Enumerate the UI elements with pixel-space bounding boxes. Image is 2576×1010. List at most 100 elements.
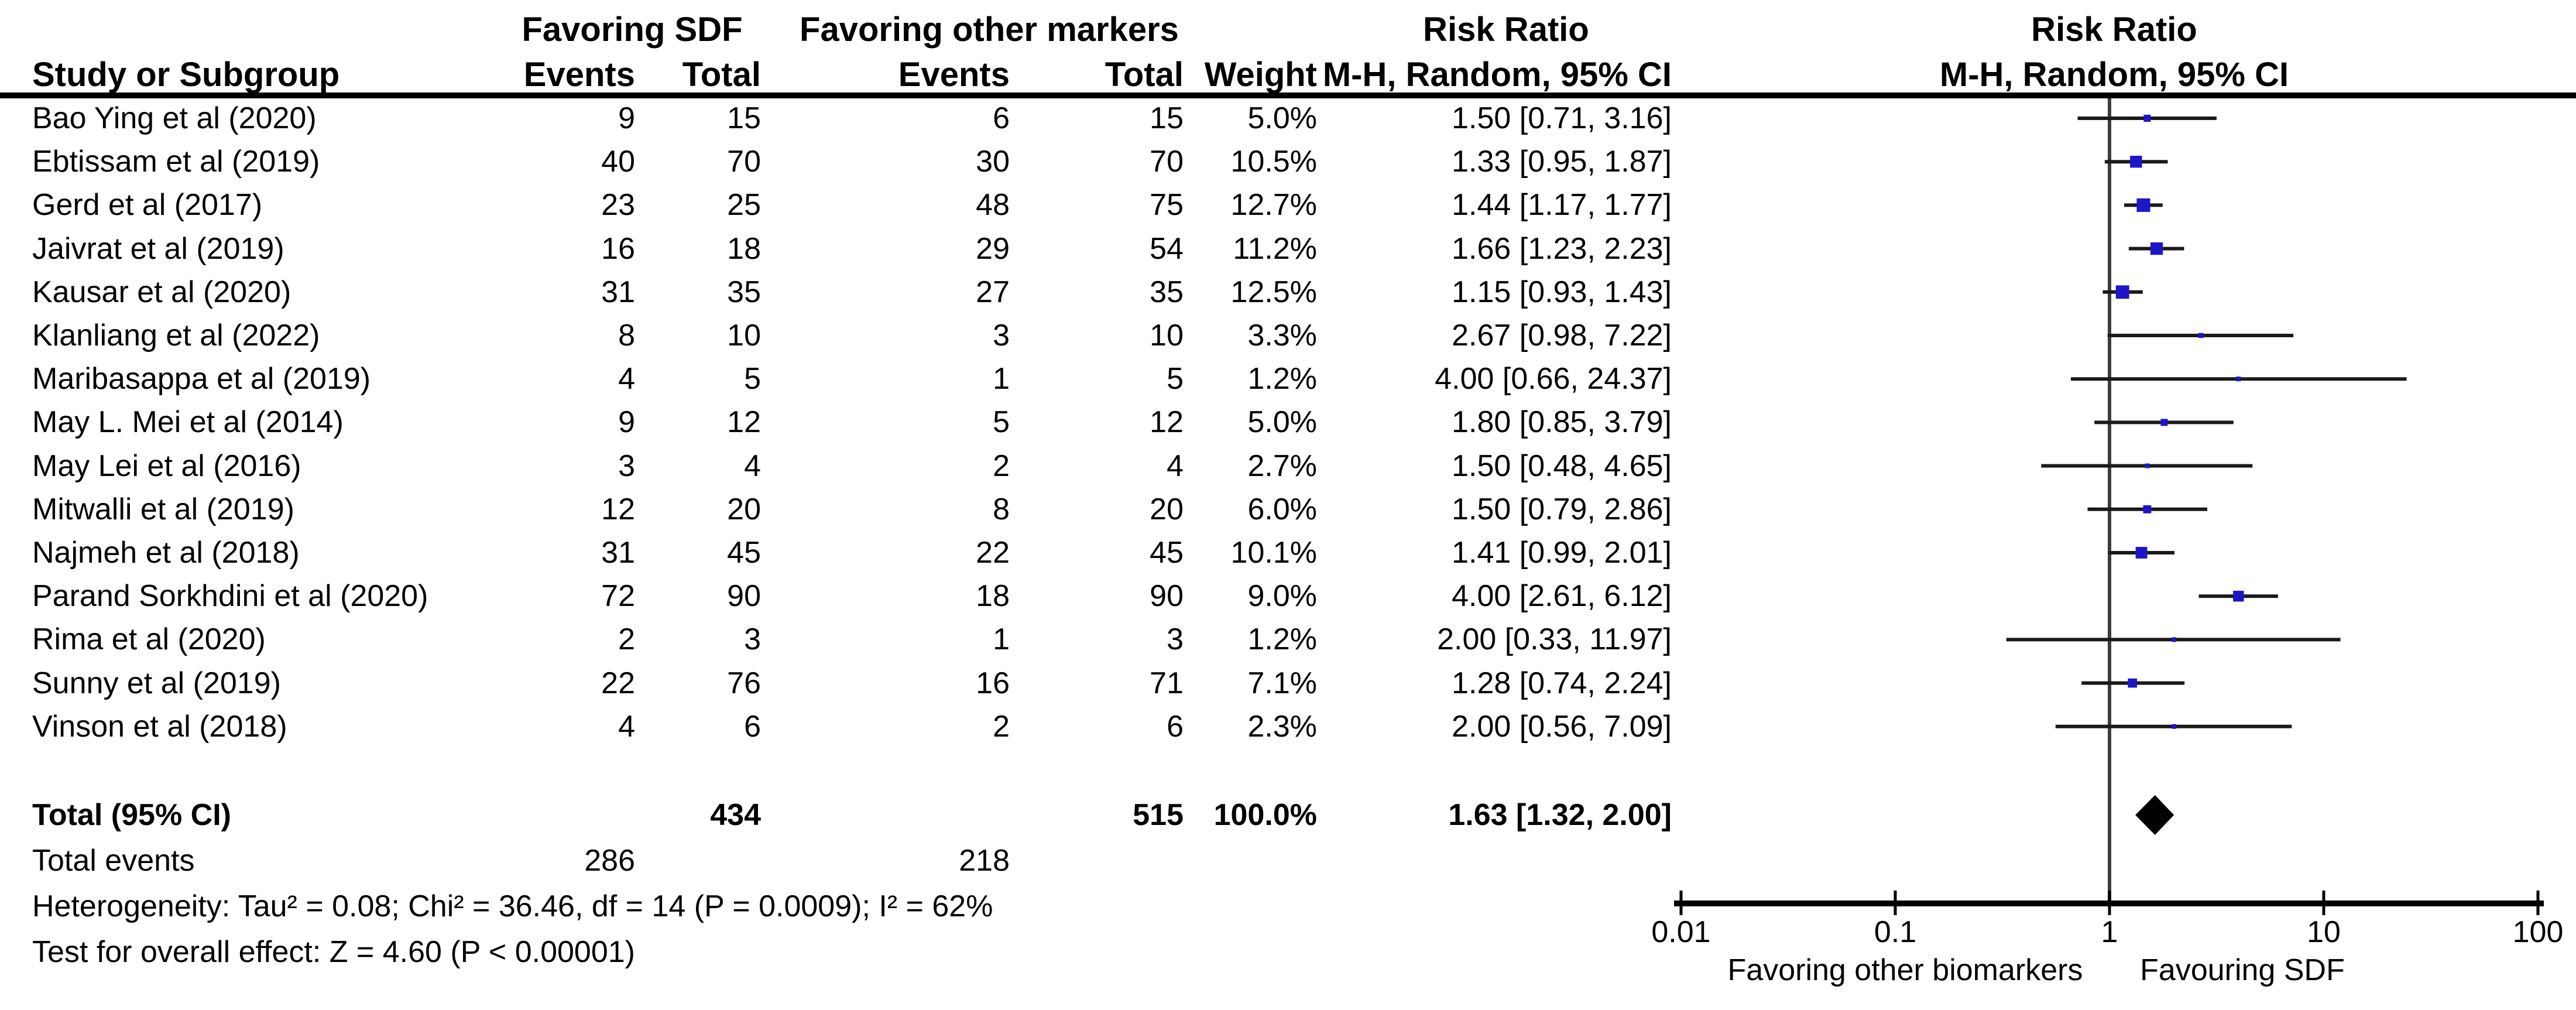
sdf-events-value: 2 xyxy=(618,622,635,657)
other-total-value: 6 xyxy=(1167,709,1184,744)
other-total-value: 70 xyxy=(1150,145,1184,179)
events2-column-header: Events xyxy=(898,56,1010,94)
effect-square xyxy=(2128,678,2138,688)
events1-column-header: Events xyxy=(523,56,635,94)
effect-square xyxy=(2145,463,2150,468)
study-name: Sunny et al (2019) xyxy=(32,666,281,700)
effect-square xyxy=(2198,333,2204,338)
weight-value: 10.5% xyxy=(1230,145,1317,179)
total-other-total: 515 xyxy=(1133,798,1184,832)
risk-ratio-ci-value: 1.33 [0.95, 1.87] xyxy=(1452,145,1672,179)
other-events-value: 16 xyxy=(976,666,1010,700)
effect-square xyxy=(2172,637,2177,642)
other-events-value: 1 xyxy=(993,622,1010,657)
risk-ratio-ci-value: 1.50 [0.48, 4.65] xyxy=(1452,448,1672,483)
study-name: Gerd et al (2017) xyxy=(32,188,263,222)
axis-left-label: Favoring other biomarkers xyxy=(1727,953,2083,987)
other-events-value: 3 xyxy=(993,319,1010,352)
sdf-events-value: 4 xyxy=(618,709,635,744)
other-events-value: 8 xyxy=(993,492,1010,526)
overall-effect-note: Test for overall effect: Z = 4.60 (P < 0… xyxy=(32,935,635,969)
risk-ratio-ci-value: 1.15 [0.93, 1.43] xyxy=(1452,275,1672,309)
axis-right-label: Favouring SDF xyxy=(2140,953,2345,987)
other-total-value: 4 xyxy=(1167,448,1184,483)
sdf-total-value: 4 xyxy=(744,448,761,483)
weight-value: 10.1% xyxy=(1230,536,1317,570)
other-total-value: 54 xyxy=(1150,231,1184,266)
risk-ratio-ci-value: 4.00 [2.61, 6.12] xyxy=(1452,579,1672,614)
sdf-events-value: 8 xyxy=(618,319,635,352)
total2-column-header: Total xyxy=(1105,56,1184,94)
sdf-total-value: 90 xyxy=(727,579,761,614)
sdf-events-value: 4 xyxy=(618,362,635,396)
effect-square xyxy=(2136,198,2150,212)
risk-ratio-ci-value: 1.50 [0.71, 3.16] xyxy=(1452,101,1672,135)
sdf-events-value: 40 xyxy=(601,145,635,179)
study-name: Mitwalli et al (2019) xyxy=(32,492,294,526)
other-total-value: 5 xyxy=(1167,362,1184,396)
other-events-value: 2 xyxy=(993,709,1010,744)
risk-ratio-ci-value: 1.50 [0.79, 2.86] xyxy=(1452,492,1672,526)
sdf-events-value: 31 xyxy=(601,536,635,570)
weight-value: 1.2% xyxy=(1247,622,1317,657)
effect-square xyxy=(2236,376,2241,382)
other-events-value: 48 xyxy=(976,188,1010,222)
effect-square xyxy=(2143,114,2151,122)
other-events-value: 1 xyxy=(993,362,1010,396)
risk-ratio-ci-value: 1.80 [0.85, 3.79] xyxy=(1452,405,1672,440)
sdf-events-value: 9 xyxy=(618,405,635,440)
sdf-total-value: 25 xyxy=(727,188,761,222)
weight-value: 9.0% xyxy=(1247,579,1317,614)
risk-ratio-ci-value: 1.66 [1.23, 2.23] xyxy=(1452,231,1672,266)
weight-value: 1.2% xyxy=(1247,362,1317,396)
effect-square xyxy=(2233,591,2244,602)
sdf-total-value: 20 xyxy=(727,492,761,526)
risk-ratio-plot-header: Risk Ratio xyxy=(2031,11,2197,49)
study-name: Bao Ying et al (2020) xyxy=(32,101,317,135)
total-sdf-total: 434 xyxy=(710,798,761,832)
sdf-total-value: 70 xyxy=(727,145,761,179)
other-total-value: 75 xyxy=(1150,188,1184,222)
study-name: Kausar et al (2020) xyxy=(32,275,291,309)
total-events-other: 218 xyxy=(959,844,1010,878)
study-name: Vinson et al (2018) xyxy=(32,709,287,744)
risk-ratio-ci-value: 4.00 [0.66, 24.37] xyxy=(1435,362,1672,396)
sdf-events-value: 23 xyxy=(601,188,635,222)
study-name: Jaivrat et al (2019) xyxy=(32,231,284,266)
effect-square xyxy=(2172,724,2177,729)
other-events-value: 29 xyxy=(976,231,1010,266)
other-events-value: 2 xyxy=(993,448,1010,483)
group1-header: Favoring SDF xyxy=(522,11,743,49)
effect-square xyxy=(2160,419,2168,426)
weight-column-header: Weight xyxy=(1204,56,1317,94)
other-total-value: 10 xyxy=(1150,319,1184,352)
study-name: Najmeh et al (2018) xyxy=(32,536,300,570)
other-events-value: 18 xyxy=(976,579,1010,614)
sdf-total-value: 12 xyxy=(727,405,761,440)
study-name: Parand Sorkhdini et al (2020) xyxy=(32,579,428,614)
sdf-total-value: 45 xyxy=(727,536,761,570)
other-events-value: 27 xyxy=(976,275,1010,309)
method-column-header: M-H, Random, 95% CI xyxy=(1322,56,1672,94)
sdf-total-value: 15 xyxy=(727,101,761,135)
total-weight: 100.0% xyxy=(1213,798,1317,832)
total-events-label: Total events xyxy=(32,844,195,878)
weight-value: 5.0% xyxy=(1247,101,1317,135)
sdf-total-value: 5 xyxy=(744,362,761,396)
sdf-events-value: 16 xyxy=(601,231,635,266)
study-name: Ebtissam et al (2019) xyxy=(32,145,320,179)
risk-ratio-ci-value: 2.67 [0.98, 7.22] xyxy=(1452,319,1672,352)
weight-value: 2.7% xyxy=(1247,448,1317,483)
total-row-label: Total (95% CI) xyxy=(32,798,231,832)
other-events-value: 30 xyxy=(976,145,1010,179)
risk-ratio-ci-value: 2.00 [0.56, 7.09] xyxy=(1452,709,1672,744)
method-plot-header: M-H, Random, 95% CI xyxy=(1939,56,2289,94)
effect-square xyxy=(2135,547,2148,559)
other-events-value: 5 xyxy=(993,405,1010,440)
sdf-events-value: 31 xyxy=(601,275,635,309)
study-name: Klanliang et al (2022) xyxy=(32,319,320,352)
x-axis-tick-label: 0.01 xyxy=(1651,915,1711,949)
weight-value: 3.3% xyxy=(1247,319,1317,352)
